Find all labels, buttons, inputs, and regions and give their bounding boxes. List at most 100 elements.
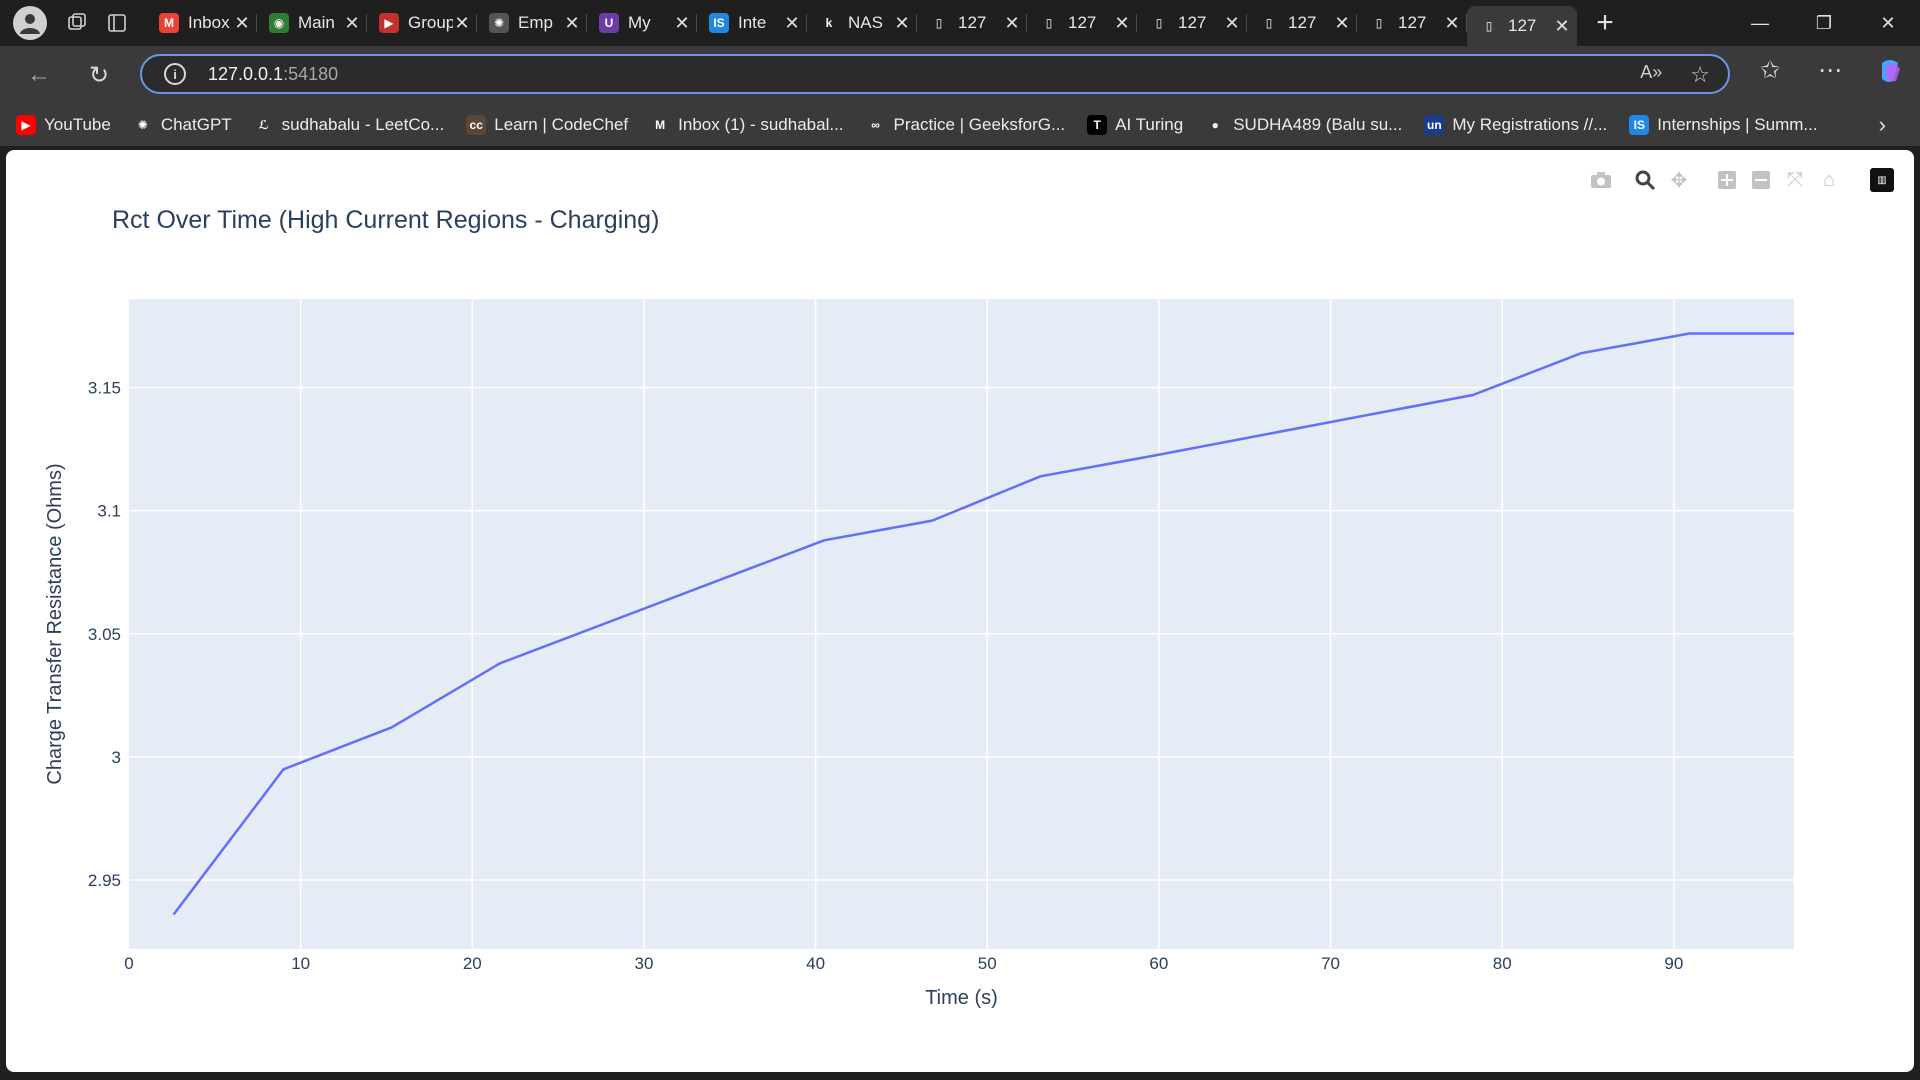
y-tick-labels: 2.95 3 3.05 3.1 3.15	[88, 379, 121, 890]
x-tick-label: 20	[463, 954, 482, 973]
page-icon: ▯	[1479, 16, 1499, 36]
browser-tab[interactable]: ▯ 127 ✕	[1357, 4, 1467, 42]
browser-tab[interactable]: ◉ Main ✕	[257, 4, 367, 42]
read-aloud-icon[interactable]: A»	[1640, 62, 1663, 82]
x-tick-label: 40	[806, 954, 825, 973]
tab-close-icon[interactable]: ✕	[234, 13, 250, 33]
y-tick-label: 3.05	[88, 625, 121, 644]
plotly-logo-icon[interactable]: ▥	[1870, 168, 1894, 192]
line-chart: 0 10 20 30 40 50 60 70 80 90 2.95 3 3.05 3.1 3.15 Tim…	[44, 299, 1795, 1009]
k-icon: k	[819, 13, 839, 33]
gmail-icon: M	[650, 115, 671, 135]
bookmark-label: YouTube	[44, 115, 111, 134]
y-tick-label: 3	[112, 748, 121, 767]
browser-tab[interactable]: ▯ 127 ✕	[1247, 4, 1357, 42]
bookmark-item[interactable]: ▶ YouTube	[16, 115, 111, 135]
close-window-icon[interactable]: ✕	[1880, 12, 1896, 33]
tab-close-icon[interactable]: ✕	[1224, 13, 1240, 33]
reset-axes-home-icon[interactable]: ⌂	[1822, 168, 1836, 191]
tab-close-icon[interactable]: ✕	[1114, 13, 1130, 33]
browser-tab[interactable]: ▯ 127 ✕	[1467, 6, 1577, 46]
x-tick-label: 10	[291, 954, 310, 973]
url-host: 127.0.0.1	[208, 63, 284, 84]
series-group	[172, 332, 1795, 916]
bookmark-label: SUDHA489 (Balu su...	[1233, 115, 1403, 134]
bookmark-item[interactable]: T AI Turing	[1087, 115, 1183, 135]
bookmark-label: Practice | GeeksforG...	[893, 115, 1066, 134]
zoom-out-icon[interactable]	[1750, 169, 1772, 191]
browser-tab[interactable]: ✺ Emp ✕	[477, 4, 587, 42]
copilot-icon[interactable]	[1860, 57, 1920, 85]
tab-close-icon[interactable]: ✕	[1334, 13, 1350, 33]
camera-icon[interactable]	[1590, 169, 1612, 191]
more-options-icon[interactable]: ⋯	[1818, 57, 1842, 84]
tab-title: 127	[1288, 13, 1317, 32]
navigation-bar: ← ↻ i 127.0.0.1:54180 A» ☆ ✩ ⋯	[0, 46, 1920, 104]
bookmark-label: sudhabalu - LeetCo...	[281, 115, 445, 134]
tab-close-icon[interactable]: ✕	[344, 13, 360, 33]
tab-close-icon[interactable]: ✕	[564, 13, 580, 33]
tab-close-icon[interactable]: ✕	[1444, 13, 1460, 33]
bookmark-item[interactable]: ✺ ChatGPT	[132, 115, 232, 135]
x-tick-label: 50	[978, 954, 997, 973]
zoom-magnifier-icon[interactable]	[1634, 169, 1656, 191]
autoscale-icon[interactable]: ⤧	[1787, 168, 1803, 191]
back-arrow-icon[interactable]: ←	[27, 61, 51, 88]
bookmark-label: Inbox (1) - sudhabal...	[678, 115, 844, 134]
app-icon: ◉	[269, 13, 289, 33]
url-port: :54180	[283, 63, 339, 84]
tab-title: 127	[958, 13, 987, 32]
site-info-icon[interactable]: i	[164, 63, 186, 85]
browser-tab[interactable]: ▶ Group ✕	[367, 4, 477, 42]
series-line[interactable]	[172, 332, 1794, 916]
workspaces-icon[interactable]	[57, 5, 97, 41]
x-gridlines	[299, 299, 1675, 949]
bookmark-item[interactable]: M Inbox (1) - sudhabal...	[650, 115, 844, 135]
zoom-in-icon[interactable]	[1716, 169, 1738, 191]
bookmark-item[interactable]: un My Registrations //...	[1424, 115, 1607, 135]
bookmark-item[interactable]: ● SUDHA489 (Balu su...	[1205, 115, 1402, 135]
person-icon	[20, 14, 40, 34]
tab-title: Main	[298, 13, 335, 32]
restore-icon[interactable]: ❐	[1815, 12, 1833, 33]
favorite-star-icon[interactable]: ☆	[1690, 62, 1710, 87]
pan-arrows-icon[interactable]: ✥	[1670, 169, 1688, 192]
bookmark-item[interactable]: ∞ Practice | GeeksforG...	[865, 115, 1066, 135]
browser-tab[interactable]: ▯ 127 ✕	[1027, 4, 1137, 42]
profile-avatar[interactable]	[13, 6, 47, 40]
new-tab-button[interactable]: +	[1596, 6, 1614, 39]
address-url[interactable]: 127.0.0.1:54180	[208, 64, 338, 85]
tab-title: 127	[1178, 13, 1207, 32]
address-bar[interactable]: i 127.0.0.1:54180 A» ☆	[140, 54, 1730, 94]
bookmarks-overflow-chevron-icon[interactable]: ›	[1878, 112, 1886, 137]
internshala-icon: IS	[1629, 115, 1650, 135]
x-tick-label: 0	[124, 954, 133, 973]
browser-tab[interactable]: ▯ 127 ✕	[1137, 4, 1247, 42]
minimize-icon[interactable]: —	[1751, 12, 1769, 33]
gfg-icon: ∞	[865, 115, 886, 135]
tab-close-icon[interactable]: ✕	[784, 13, 800, 33]
bookmark-item[interactable]: IS Internships | Summ...	[1629, 115, 1818, 135]
tab-close-icon[interactable]: ✕	[1004, 13, 1020, 33]
refresh-icon[interactable]: ↻	[88, 61, 110, 89]
bookmark-item[interactable]: cc Learn | CodeChef	[466, 115, 628, 135]
tab-close-icon[interactable]: ✕	[1554, 16, 1570, 36]
browser-tab[interactable]: ▯ 127 ✕	[917, 4, 1027, 42]
favorites-list-icon[interactable]: ✩	[1759, 57, 1781, 84]
y-tick-label: 2.95	[88, 871, 121, 890]
vertical-tabs-icon[interactable]	[97, 5, 137, 41]
tab-close-icon[interactable]: ✕	[674, 13, 690, 33]
plot-modebar: ✥ ⤧ ⌂ ▥	[1590, 168, 1894, 192]
browser-tab[interactable]: U My ✕	[587, 4, 697, 42]
github-icon: ●	[1205, 115, 1226, 135]
y-axis-label: Charge Transfer Resistance (Ohms)	[44, 463, 66, 784]
tab-close-icon[interactable]: ✕	[894, 13, 910, 33]
browser-tab[interactable]: M Inbox ✕	[147, 4, 257, 42]
tab-list: M Inbox ✕ ◉ Main ✕ ▶ Group ✕ ✺ Emp ✕ U My ✕ IS Inte ✕ k NAS…	[147, 0, 1577, 46]
browser-tab[interactable]: IS Inte ✕	[697, 4, 807, 42]
tab-close-icon[interactable]: ✕	[454, 13, 470, 33]
browser-tab[interactable]: k NAS ✕	[807, 4, 917, 42]
chart-title: Rct Over Time (High Current Regions - Ch…	[112, 206, 660, 234]
